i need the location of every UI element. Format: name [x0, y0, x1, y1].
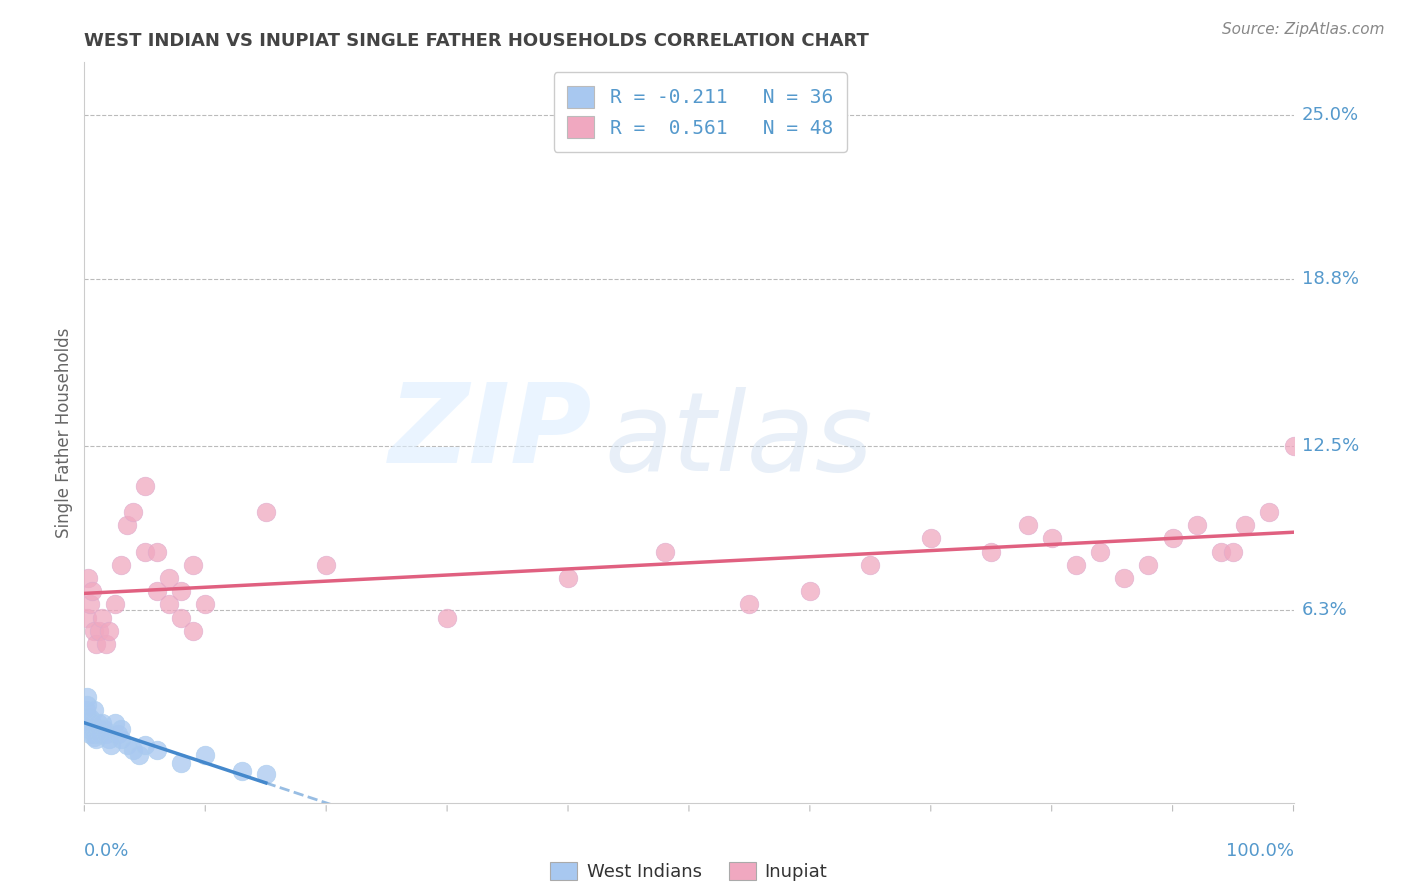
Point: [146, 743, 169, 757]
Point: [77, 711, 100, 725]
Point: [738, 598, 761, 612]
Point: [77, 716, 100, 731]
Point: [980, 544, 1002, 558]
Point: [436, 611, 458, 625]
Text: 18.8%: 18.8%: [1302, 270, 1358, 288]
Point: [104, 598, 127, 612]
Point: [79, 598, 101, 612]
Text: 0.0%: 0.0%: [84, 842, 129, 860]
Text: ZIP: ZIP: [388, 379, 592, 486]
Point: [557, 571, 579, 585]
Point: [83, 624, 105, 638]
Text: 100.0%: 100.0%: [1226, 842, 1294, 860]
Point: [86, 637, 108, 651]
Point: [86, 722, 108, 736]
Point: [80, 716, 103, 731]
Point: [76, 611, 98, 625]
Point: [1222, 544, 1244, 558]
Point: [859, 558, 882, 572]
Point: [83, 703, 105, 717]
Point: [80, 584, 103, 599]
Point: [77, 571, 100, 585]
Point: [1234, 518, 1257, 533]
Point: [87, 722, 110, 736]
Point: [100, 738, 122, 752]
Point: [134, 738, 156, 752]
Point: [1040, 532, 1063, 546]
Point: [1258, 505, 1281, 519]
Point: [76, 698, 98, 712]
Point: [134, 544, 156, 558]
Point: [110, 732, 132, 747]
Point: [1137, 558, 1160, 572]
Point: [128, 748, 150, 763]
Point: [86, 732, 108, 747]
Point: [97, 624, 120, 638]
Point: [83, 730, 105, 744]
Text: Source: ZipAtlas.com: Source: ZipAtlas.com: [1222, 22, 1385, 37]
Point: [157, 598, 180, 612]
Text: 25.0%: 25.0%: [1302, 106, 1360, 124]
Point: [1017, 518, 1039, 533]
Y-axis label: Single Father Households: Single Father Households: [55, 327, 73, 538]
Point: [231, 764, 253, 778]
Point: [115, 738, 138, 752]
Point: [146, 544, 169, 558]
Point: [121, 743, 143, 757]
Point: [194, 748, 217, 763]
Point: [91, 611, 114, 625]
Point: [1161, 532, 1184, 546]
Point: [254, 505, 277, 519]
Point: [920, 532, 942, 546]
Text: 12.5%: 12.5%: [1302, 437, 1360, 455]
Point: [94, 637, 117, 651]
Legend: West Indians, Inupiat: West Indians, Inupiat: [541, 853, 837, 890]
Point: [181, 558, 204, 572]
Point: [76, 690, 98, 704]
Point: [94, 727, 117, 741]
Point: [110, 722, 132, 736]
Point: [87, 624, 110, 638]
Text: 6.3%: 6.3%: [1302, 601, 1347, 619]
Point: [107, 727, 129, 741]
Point: [104, 716, 127, 731]
Point: [79, 727, 101, 741]
Point: [115, 518, 138, 533]
Point: [799, 584, 821, 599]
Point: [1209, 544, 1232, 558]
Point: [97, 732, 120, 747]
Text: WEST INDIAN VS INUPIAT SINGLE FATHER HOUSEHOLDS CORRELATION CHART: WEST INDIAN VS INUPIAT SINGLE FATHER HOU…: [84, 32, 869, 50]
Point: [1114, 571, 1136, 585]
Point: [82, 722, 104, 736]
Point: [146, 584, 169, 599]
Point: [170, 756, 193, 771]
Point: [75, 703, 97, 717]
Point: [134, 478, 156, 492]
Text: atlas: atlas: [605, 386, 873, 493]
Point: [254, 766, 277, 780]
Point: [181, 624, 204, 638]
Point: [84, 727, 107, 741]
Point: [93, 722, 115, 736]
Point: [77, 722, 100, 736]
Point: [1185, 518, 1208, 533]
Point: [170, 584, 193, 599]
Point: [315, 558, 337, 572]
Point: [86, 716, 108, 731]
Point: [121, 505, 143, 519]
Point: [1088, 544, 1111, 558]
Point: [91, 716, 114, 731]
Point: [89, 727, 111, 741]
Point: [110, 558, 132, 572]
Point: [654, 544, 676, 558]
Point: [170, 611, 193, 625]
Point: [157, 571, 180, 585]
Point: [194, 598, 217, 612]
Point: [1282, 439, 1305, 453]
Point: [1064, 558, 1087, 572]
Point: [79, 711, 101, 725]
